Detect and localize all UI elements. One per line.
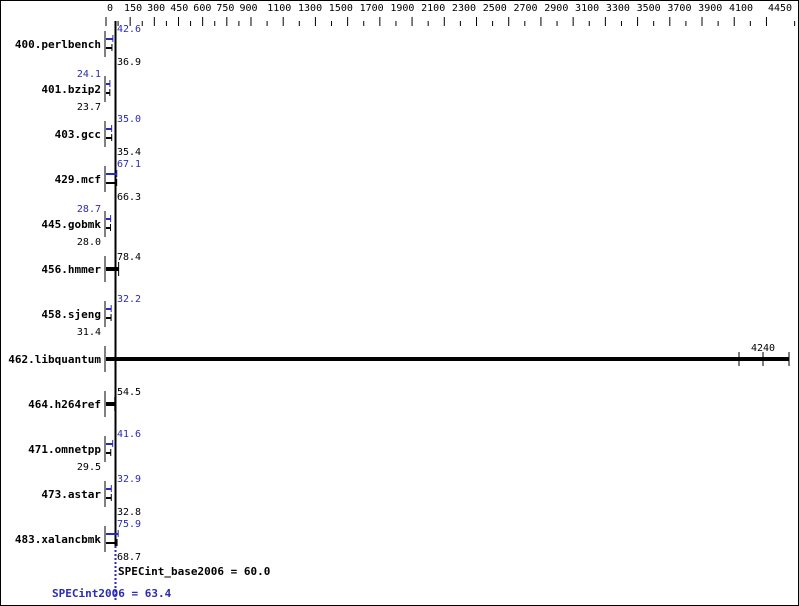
benchmark-label: 400.perlbench — [15, 38, 101, 51]
peak-bar — [106, 218, 111, 220]
x-tick-label: 4100 — [729, 3, 753, 14]
base-summary: SPECint_base2006 = 60.0 — [118, 565, 270, 578]
x-tick-label: 0 — [107, 3, 113, 14]
peak-bar — [106, 308, 112, 310]
base-bar — [106, 317, 112, 319]
peak-bar — [106, 38, 113, 40]
base-bar — [106, 92, 110, 94]
peak-value-label: 24.1 — [77, 69, 101, 80]
base-value-label: 36.9 — [117, 57, 141, 68]
peak-summary: SPECint2006 = 63.4 — [52, 587, 172, 600]
base-value-label: 35.4 — [117, 147, 141, 158]
benchmark-label: 456.hmmer — [41, 263, 101, 276]
peak-value-label: 42.6 — [117, 24, 141, 35]
x-tick-label: 1300 — [298, 3, 322, 14]
peak-bar — [106, 488, 112, 490]
benchmark-label: 401.bzip2 — [41, 83, 101, 96]
base-value-label: 78.4 — [117, 252, 141, 263]
peak-value-label: 67.1 — [117, 159, 141, 170]
base-bar — [106, 267, 119, 271]
base-bar — [106, 452, 111, 454]
benchmark-label: 429.mcf — [55, 173, 101, 186]
x-tick-label: 2500 — [483, 3, 507, 14]
benchmark-label: 483.xalancbmk — [15, 533, 101, 546]
x-tick-label: 3700 — [667, 3, 691, 14]
x-tick-label: 600 — [193, 3, 211, 14]
x-tick-label: 3100 — [575, 3, 599, 14]
benchmark-label: 471.omnetpp — [28, 443, 101, 456]
base-value-label: 68.7 — [117, 552, 141, 563]
base-bar — [106, 402, 115, 406]
benchmark-label: 473.astar — [41, 488, 101, 501]
peak-bar — [106, 83, 110, 85]
x-tick-label: 150 — [124, 3, 142, 14]
x-tick-label: 2900 — [544, 3, 568, 14]
base-bar — [106, 182, 117, 184]
peak-value-label: 75.9 — [117, 519, 141, 530]
base-value-label: 32.8 — [117, 507, 141, 518]
x-tick-label: 300 — [147, 3, 165, 14]
benchmark-label: 403.gcc — [55, 128, 101, 141]
x-tick-label: 4450 — [768, 3, 792, 14]
peak-bar — [106, 443, 113, 445]
base-value-label: 31.4 — [77, 327, 101, 338]
peak-bar — [106, 173, 117, 175]
base-value-label: 66.3 — [117, 192, 141, 203]
peak-value-label: 41.6 — [117, 429, 141, 440]
benchmark-label: 445.gobmk — [41, 218, 101, 231]
x-tick-label: 750 — [216, 3, 234, 14]
peak-value-label: 32.9 — [117, 474, 141, 485]
base-bar — [106, 542, 118, 544]
base-bar — [106, 497, 112, 499]
peak-value-label: 32.2 — [117, 294, 141, 305]
x-tick-label: 1900 — [390, 3, 414, 14]
x-tick-label: 1700 — [360, 3, 384, 14]
x-tick-label: 2100 — [421, 3, 445, 14]
x-tick-label: 2300 — [452, 3, 476, 14]
x-tick-label: 2700 — [513, 3, 537, 14]
x-tick-label: 1500 — [329, 3, 353, 14]
peak-bar — [106, 128, 112, 130]
base-bar — [106, 137, 112, 139]
base-value-label: 54.5 — [117, 387, 141, 398]
peak-value-label: 28.7 — [77, 204, 101, 215]
x-tick-label: 3500 — [637, 3, 661, 14]
base-value-label: 28.0 — [77, 237, 101, 248]
base-bar — [106, 47, 112, 49]
base-bar — [106, 227, 111, 229]
base-bar — [106, 357, 789, 361]
x-tick-label: 450 — [170, 3, 188, 14]
benchmark-label: 464.h264ref — [28, 398, 101, 411]
x-tick-label: 900 — [239, 3, 257, 14]
x-tick-label: 3900 — [698, 3, 722, 14]
base-value-label: 23.7 — [77, 102, 101, 113]
benchmark-label: 462.libquantum — [8, 353, 101, 366]
base-value-label: 29.5 — [77, 462, 101, 473]
benchmark-label: 458.sjeng — [41, 308, 101, 321]
peak-bar — [106, 533, 119, 535]
x-tick-label: 3300 — [606, 3, 630, 14]
base-value-label: 4240 — [751, 343, 775, 354]
peak-value-label: 35.0 — [117, 114, 141, 125]
x-tick-label: 1100 — [267, 3, 291, 14]
